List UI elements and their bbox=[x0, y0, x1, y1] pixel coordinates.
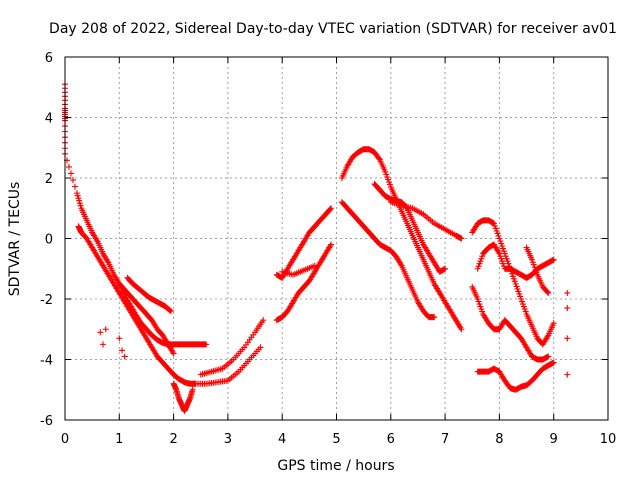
y-tick-label: -4 bbox=[40, 354, 53, 369]
data-point bbox=[545, 353, 552, 360]
data-point bbox=[97, 329, 104, 336]
data-point bbox=[121, 353, 128, 360]
series-late-4 bbox=[469, 283, 552, 363]
data-point bbox=[550, 256, 557, 263]
data-point bbox=[564, 371, 571, 378]
x-tick-label: 5 bbox=[332, 432, 340, 447]
x-tick-label: 3 bbox=[224, 432, 232, 447]
y-tick-label: 6 bbox=[45, 51, 53, 66]
series-peak-2 bbox=[338, 199, 438, 321]
data-point bbox=[550, 359, 557, 366]
series-early-4 bbox=[124, 274, 174, 315]
x-tick-label: 1 bbox=[115, 432, 123, 447]
data-point bbox=[328, 205, 335, 212]
data-point bbox=[458, 326, 465, 333]
data-point bbox=[564, 335, 571, 342]
data-point bbox=[67, 170, 74, 177]
data-point bbox=[311, 262, 318, 269]
data-point bbox=[189, 386, 196, 393]
data-point bbox=[102, 326, 109, 333]
data-point bbox=[545, 289, 552, 296]
data-point bbox=[167, 308, 174, 315]
data-point bbox=[564, 305, 571, 312]
series-recover-2 bbox=[197, 317, 267, 378]
data-point bbox=[166, 307, 173, 314]
data-point bbox=[544, 288, 551, 295]
data-point bbox=[65, 163, 72, 170]
x-tick-label: 8 bbox=[495, 432, 503, 447]
data-point bbox=[442, 265, 449, 272]
series-early-1 bbox=[62, 81, 210, 348]
series-early-3 bbox=[116, 280, 177, 357]
y-axis-label: SDTVAR / TECUs bbox=[7, 182, 23, 297]
series-late-1 bbox=[469, 217, 557, 348]
y-tick-label: 0 bbox=[45, 233, 53, 248]
chart-title: Day 208 of 2022, Sidereal Day-to-day VTE… bbox=[49, 21, 617, 37]
series-late-5 bbox=[523, 244, 552, 296]
series-late-2 bbox=[474, 359, 557, 393]
tick-layer: 0 1 2 3 4 5 6 7 8 9 10 -6 -4 -2 0 2 4 6 bbox=[40, 51, 616, 447]
data-point bbox=[431, 314, 438, 321]
series-peak-1 bbox=[338, 146, 465, 333]
grid-layer bbox=[65, 57, 608, 420]
x-axis-label: GPS time / hours bbox=[277, 458, 394, 474]
data-point bbox=[203, 341, 210, 348]
data-point bbox=[376, 155, 383, 162]
series-mid-3 bbox=[279, 262, 318, 278]
series-outliers bbox=[97, 289, 571, 378]
x-tick-label: 9 bbox=[550, 432, 558, 447]
data-point bbox=[100, 341, 107, 348]
series-mid-2 bbox=[273, 241, 335, 324]
data-point bbox=[550, 320, 557, 327]
series-recover-1 bbox=[192, 344, 264, 387]
data-points-layer bbox=[62, 81, 571, 414]
data-point bbox=[119, 347, 126, 354]
x-tick-label: 10 bbox=[600, 432, 617, 447]
series-late-3 bbox=[474, 241, 557, 281]
data-point bbox=[328, 241, 335, 248]
series-peak-4 bbox=[387, 199, 465, 242]
data-point bbox=[260, 317, 267, 324]
y-tick-label: -6 bbox=[40, 414, 53, 429]
x-tick-label: 7 bbox=[441, 432, 449, 447]
data-point bbox=[170, 350, 177, 357]
series-dip bbox=[170, 380, 196, 414]
y-tick-label: -2 bbox=[40, 293, 53, 308]
data-point bbox=[257, 344, 264, 351]
series-early-2 bbox=[75, 223, 199, 387]
y-tick-label: 4 bbox=[45, 112, 53, 127]
y-tick-label: 2 bbox=[45, 172, 53, 187]
x-tick-label: 4 bbox=[278, 432, 286, 447]
data-point bbox=[458, 235, 465, 242]
data-point bbox=[69, 177, 76, 184]
x-tick-label: 6 bbox=[387, 432, 395, 447]
x-tick-label: 0 bbox=[61, 432, 69, 447]
x-tick-label: 2 bbox=[169, 432, 177, 447]
data-point bbox=[564, 289, 571, 296]
plot-frame bbox=[64, 56, 609, 421]
data-point bbox=[327, 206, 334, 213]
data-point bbox=[116, 335, 123, 342]
data-point bbox=[71, 183, 78, 190]
